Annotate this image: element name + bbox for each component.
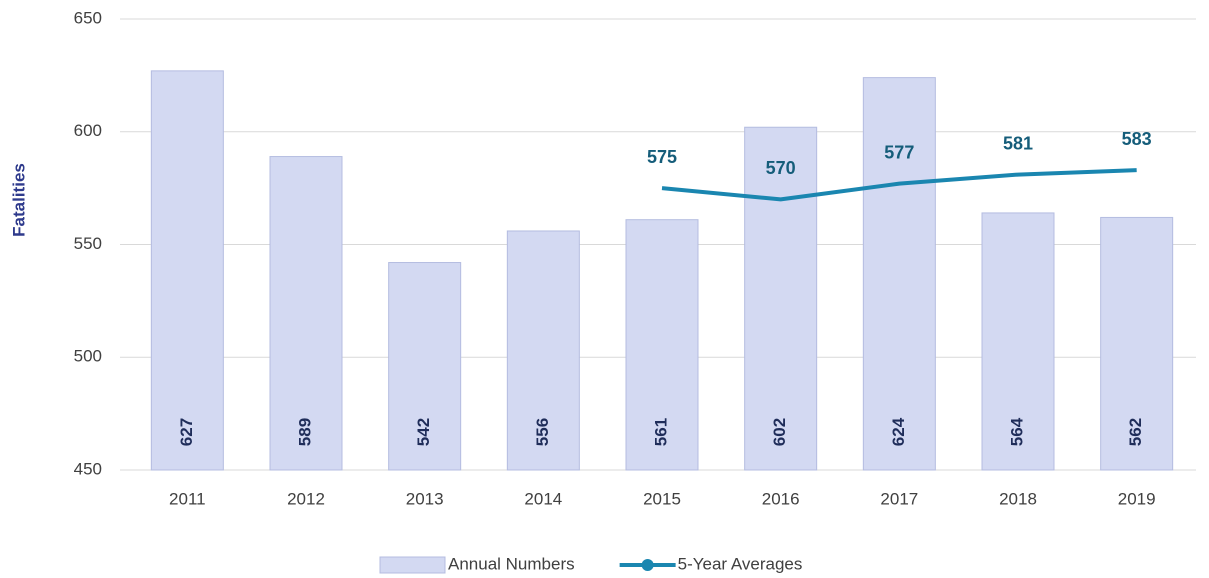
line-value-label: 581 xyxy=(1003,133,1033,153)
x-tick-label: 2011 xyxy=(169,489,206,508)
legend-marker xyxy=(641,559,654,571)
bar xyxy=(744,126,818,471)
bar xyxy=(862,77,936,471)
bar-value-label: 627 xyxy=(177,418,196,446)
bar xyxy=(1100,216,1174,471)
bar xyxy=(981,212,1055,471)
legend-label: Annual Numbers xyxy=(448,554,575,573)
line-value-label: 575 xyxy=(647,147,677,167)
bar-value-label: 564 xyxy=(1007,417,1026,446)
x-tick-label: 2019 xyxy=(1118,489,1156,508)
y-tick-label: 650 xyxy=(74,8,102,27)
y-tick-label: 600 xyxy=(74,121,102,140)
legend-swatch xyxy=(379,556,446,574)
y-tick-label: 500 xyxy=(74,347,102,366)
x-tick-label: 2013 xyxy=(406,489,444,508)
bar-value-label: 602 xyxy=(770,418,789,446)
line-value-label: 570 xyxy=(766,158,796,178)
bar-value-label: 556 xyxy=(533,418,552,446)
legend-label: 5-Year Averages xyxy=(678,554,803,573)
bar xyxy=(506,230,580,471)
line-value-label: 577 xyxy=(884,142,914,162)
bar xyxy=(150,70,224,471)
bar xyxy=(269,156,343,471)
x-tick-label: 2018 xyxy=(999,489,1037,508)
bar-value-label: 624 xyxy=(889,417,908,446)
line xyxy=(661,168,1137,202)
bar-value-label: 542 xyxy=(414,418,433,446)
y-axis-title: Fatalities xyxy=(9,163,28,237)
bar-value-label: 589 xyxy=(295,418,314,446)
y-tick-label: 450 xyxy=(74,459,102,478)
line-value-label: 583 xyxy=(1122,129,1152,149)
bar-value-label: 561 xyxy=(651,418,670,446)
bar xyxy=(625,219,699,471)
x-tick-label: 2015 xyxy=(643,489,681,508)
y-tick-label: 550 xyxy=(74,234,102,253)
x-tick-label: 2014 xyxy=(524,489,562,508)
x-tick-label: 2012 xyxy=(287,489,325,508)
x-tick-label: 2016 xyxy=(762,489,800,508)
bar-value-label: 562 xyxy=(1126,418,1145,446)
bar xyxy=(388,262,462,471)
x-tick-label: 2017 xyxy=(880,489,918,508)
